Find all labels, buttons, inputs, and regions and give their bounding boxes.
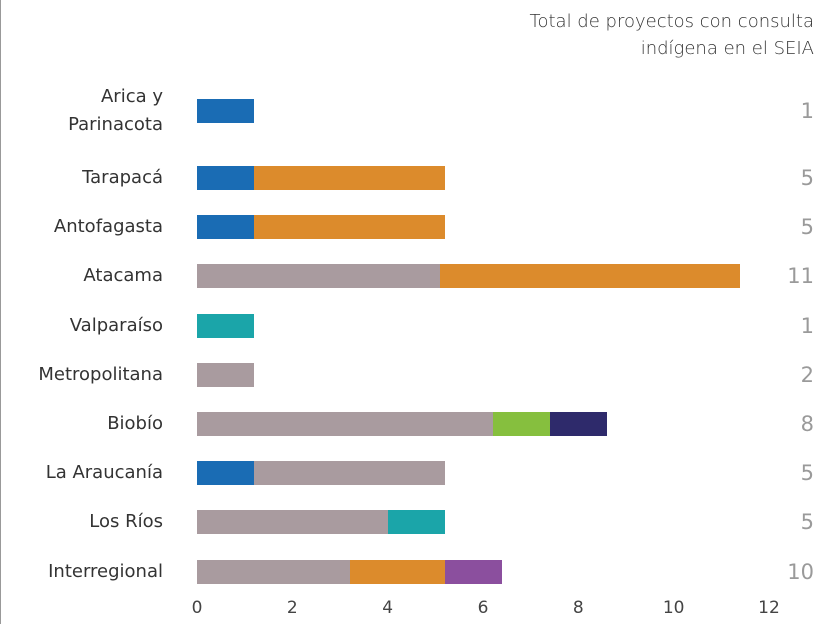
category-label: Valparaíso: [69, 314, 163, 336]
category-label: La Araucanía: [45, 462, 163, 484]
total-label: 5: [800, 215, 814, 240]
category-label: Arica y Parinacota: [68, 86, 163, 135]
x-tick-label: 10: [662, 598, 685, 618]
x-tick-label: 8: [572, 598, 584, 618]
total-label: 1: [800, 99, 814, 123]
bar-segment: [197, 215, 255, 240]
bar-segment: [440, 264, 741, 289]
bar-segment: [197, 510, 388, 535]
total-label: 5: [800, 166, 814, 190]
x-tick-label: 6: [477, 598, 489, 618]
category-label: Antofagasta: [53, 216, 163, 238]
category-label: Atacama: [83, 265, 163, 287]
bar-segment: [254, 215, 445, 240]
bar-segment: [387, 510, 445, 535]
x-tick-label: 2: [286, 598, 298, 618]
bar-segment: [197, 166, 255, 190]
bar-segment: [254, 166, 445, 190]
bar-segment: [549, 412, 607, 436]
bar-segment: [197, 412, 493, 436]
total-label: 11: [787, 264, 814, 289]
bar-segment: [197, 461, 255, 486]
bar-segment: [444, 559, 503, 584]
total-label: 10: [787, 559, 814, 584]
total-label: 8: [800, 412, 814, 436]
x-tick-label: 4: [382, 598, 394, 618]
chart-title: Total de proyectos con consulta indígena…: [529, 11, 814, 59]
bar-segment: [197, 99, 255, 123]
bar-segment: [349, 559, 445, 584]
category-label: Biobío: [107, 413, 163, 434]
category-label: Los Ríos: [89, 511, 163, 533]
total-label: 5: [800, 461, 814, 486]
bar-segment: [197, 559, 350, 584]
total-label: 5: [800, 510, 814, 535]
bar-segment: [197, 362, 255, 387]
category-label: Interregional: [48, 560, 163, 582]
category-label: Metropolitana: [38, 363, 163, 385]
x-tick-label: 0: [191, 598, 203, 618]
bar-segment: [197, 264, 441, 289]
total-label: 1: [800, 313, 814, 338]
bar-segment: [197, 313, 255, 338]
x-tick-label: 12: [758, 598, 780, 618]
category-label: Tarapacá: [82, 167, 163, 188]
bar-segment: [254, 461, 445, 486]
total-label: 2: [800, 362, 814, 387]
bar-segment: [492, 412, 550, 436]
